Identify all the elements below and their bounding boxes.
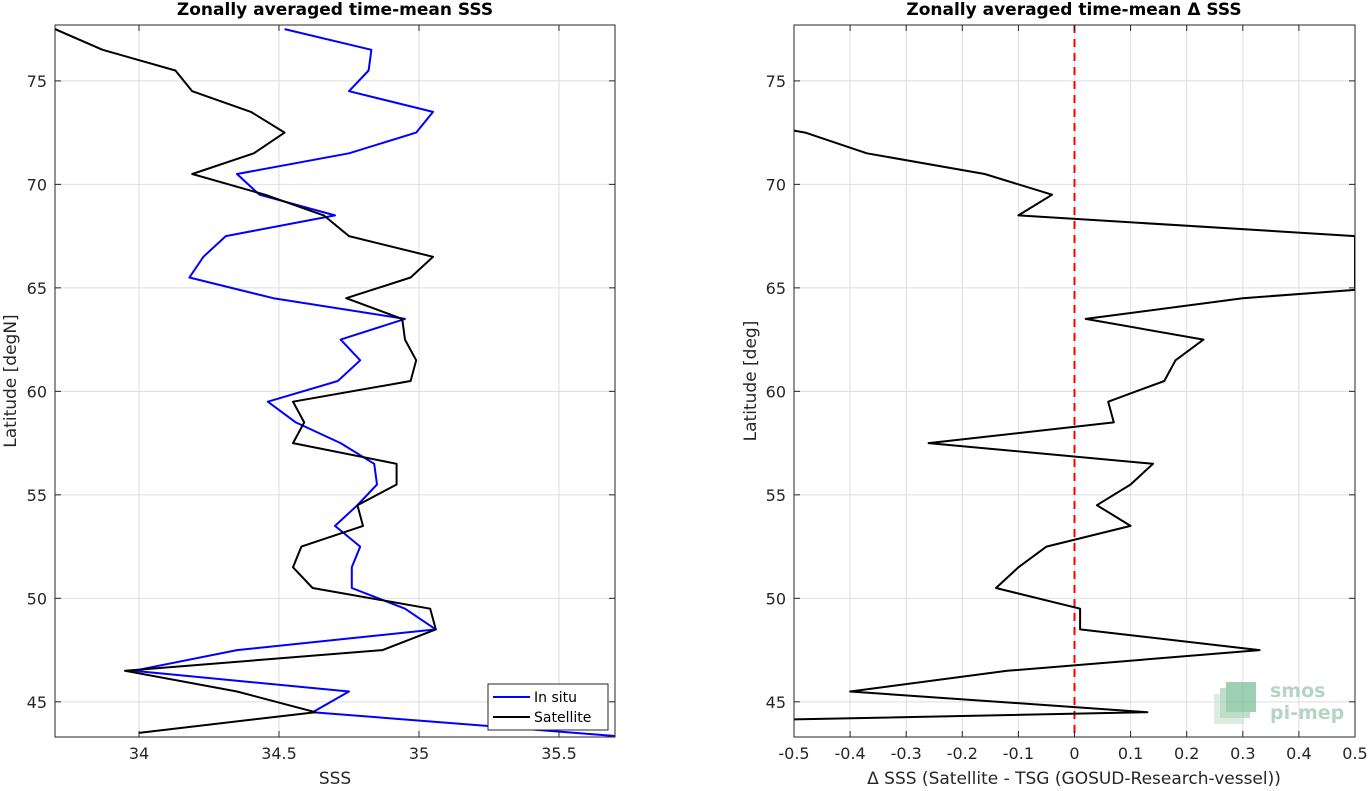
delta-ytick-label: 75	[766, 72, 786, 91]
legend-in-situ-label: In situ	[534, 690, 577, 706]
delta-lines	[794, 129, 1355, 721]
sss-ytick-label: 45	[27, 693, 47, 712]
legend-satellite-label: Satellite	[534, 710, 591, 726]
sss-in-situ-line	[132, 28, 615, 737]
delta-series-0-line	[794, 129, 1355, 721]
delta-ytick-label: 65	[766, 279, 786, 298]
delta-xtick-label: 0.2	[1174, 744, 1199, 763]
sss-xtick-label: 34.5	[261, 744, 297, 763]
delta-xtick-label: 0.1	[1118, 744, 1143, 763]
sss-ytick-label: 65	[27, 279, 47, 298]
delta-xtick-label: 0.5	[1342, 744, 1367, 763]
sss-lines	[55, 28, 615, 737]
sss-axes-box	[54, 24, 616, 738]
delta-ylabel: Latitude [deg]	[741, 321, 761, 442]
delta-ytick-label: 50	[766, 589, 786, 608]
logo-icon	[1214, 682, 1256, 724]
delta-xtick-label: -0.4	[834, 744, 865, 763]
delta-sss-panel: -0.5 -0.4 -0.3 -0.2 -0.1 0 0.1 0.2 0.3 0.4 0.5 45 50…	[741, 0, 1368, 789]
sss-ytick-label: 60	[27, 382, 47, 401]
sss-xtick-label: 34	[129, 744, 149, 763]
legend: In situ Satellite	[487, 683, 609, 731]
sss-xtick-label: 35	[409, 744, 429, 763]
delta-ytick-label: 45	[766, 693, 786, 712]
delta-ytick-label: 55	[766, 486, 786, 505]
sss-title: Zonally averaged time-mean SSS	[177, 0, 493, 20]
delta-ytick-label: 60	[766, 382, 786, 401]
delta-title: Zonally averaged time-mean Δ SSS	[906, 0, 1241, 20]
sss-grid	[55, 25, 615, 737]
delta-xtick-label: 0.4	[1286, 744, 1311, 763]
sss-panel: 34 34.5 35 35.5 45 50 55 60 65 70 75 Zonally avera…	[1, 0, 616, 789]
delta-xtick-label: -0.2	[947, 744, 978, 763]
delta-xtick-label: -0.5	[778, 744, 809, 763]
sss-ytick-label: 50	[27, 589, 47, 608]
delta-xtick-label: 0.3	[1230, 744, 1255, 763]
delta-xtick-label: 0	[1069, 744, 1079, 763]
sss-ytick-label: 75	[27, 72, 47, 91]
delta-ytick-label: 70	[766, 175, 786, 194]
smos-pi-mep-logo: smos pi-mep	[1214, 680, 1344, 724]
legend-box	[487, 683, 609, 731]
sss-xlabel: SSS	[319, 769, 351, 789]
sss-xtick-label: 35.5	[541, 744, 577, 763]
logo-line1: smos	[1270, 680, 1325, 702]
delta-xtick-label: -0.1	[1003, 744, 1034, 763]
sss-ytick-label: 70	[27, 175, 47, 194]
sss-ylabel: Latitude [degN]	[1, 314, 21, 447]
sss-ytick-label: 55	[27, 486, 47, 505]
delta-ticks: -0.5 -0.4 -0.3 -0.2 -0.1 0 0.1 0.2 0.3 0.4 0.5 45 50…	[766, 25, 1368, 763]
sss-satellite-line	[55, 28, 437, 734]
sss-ticks: 34 34.5 35 35.5 45 50 55 60 65 70 75	[27, 25, 615, 763]
delta-xtick-label: -0.3	[891, 744, 922, 763]
logo-line2: pi-mep	[1270, 702, 1344, 724]
delta-xlabel: Δ SSS (Satellite - TSG (GOSUD-Research-v…	[867, 769, 1281, 789]
